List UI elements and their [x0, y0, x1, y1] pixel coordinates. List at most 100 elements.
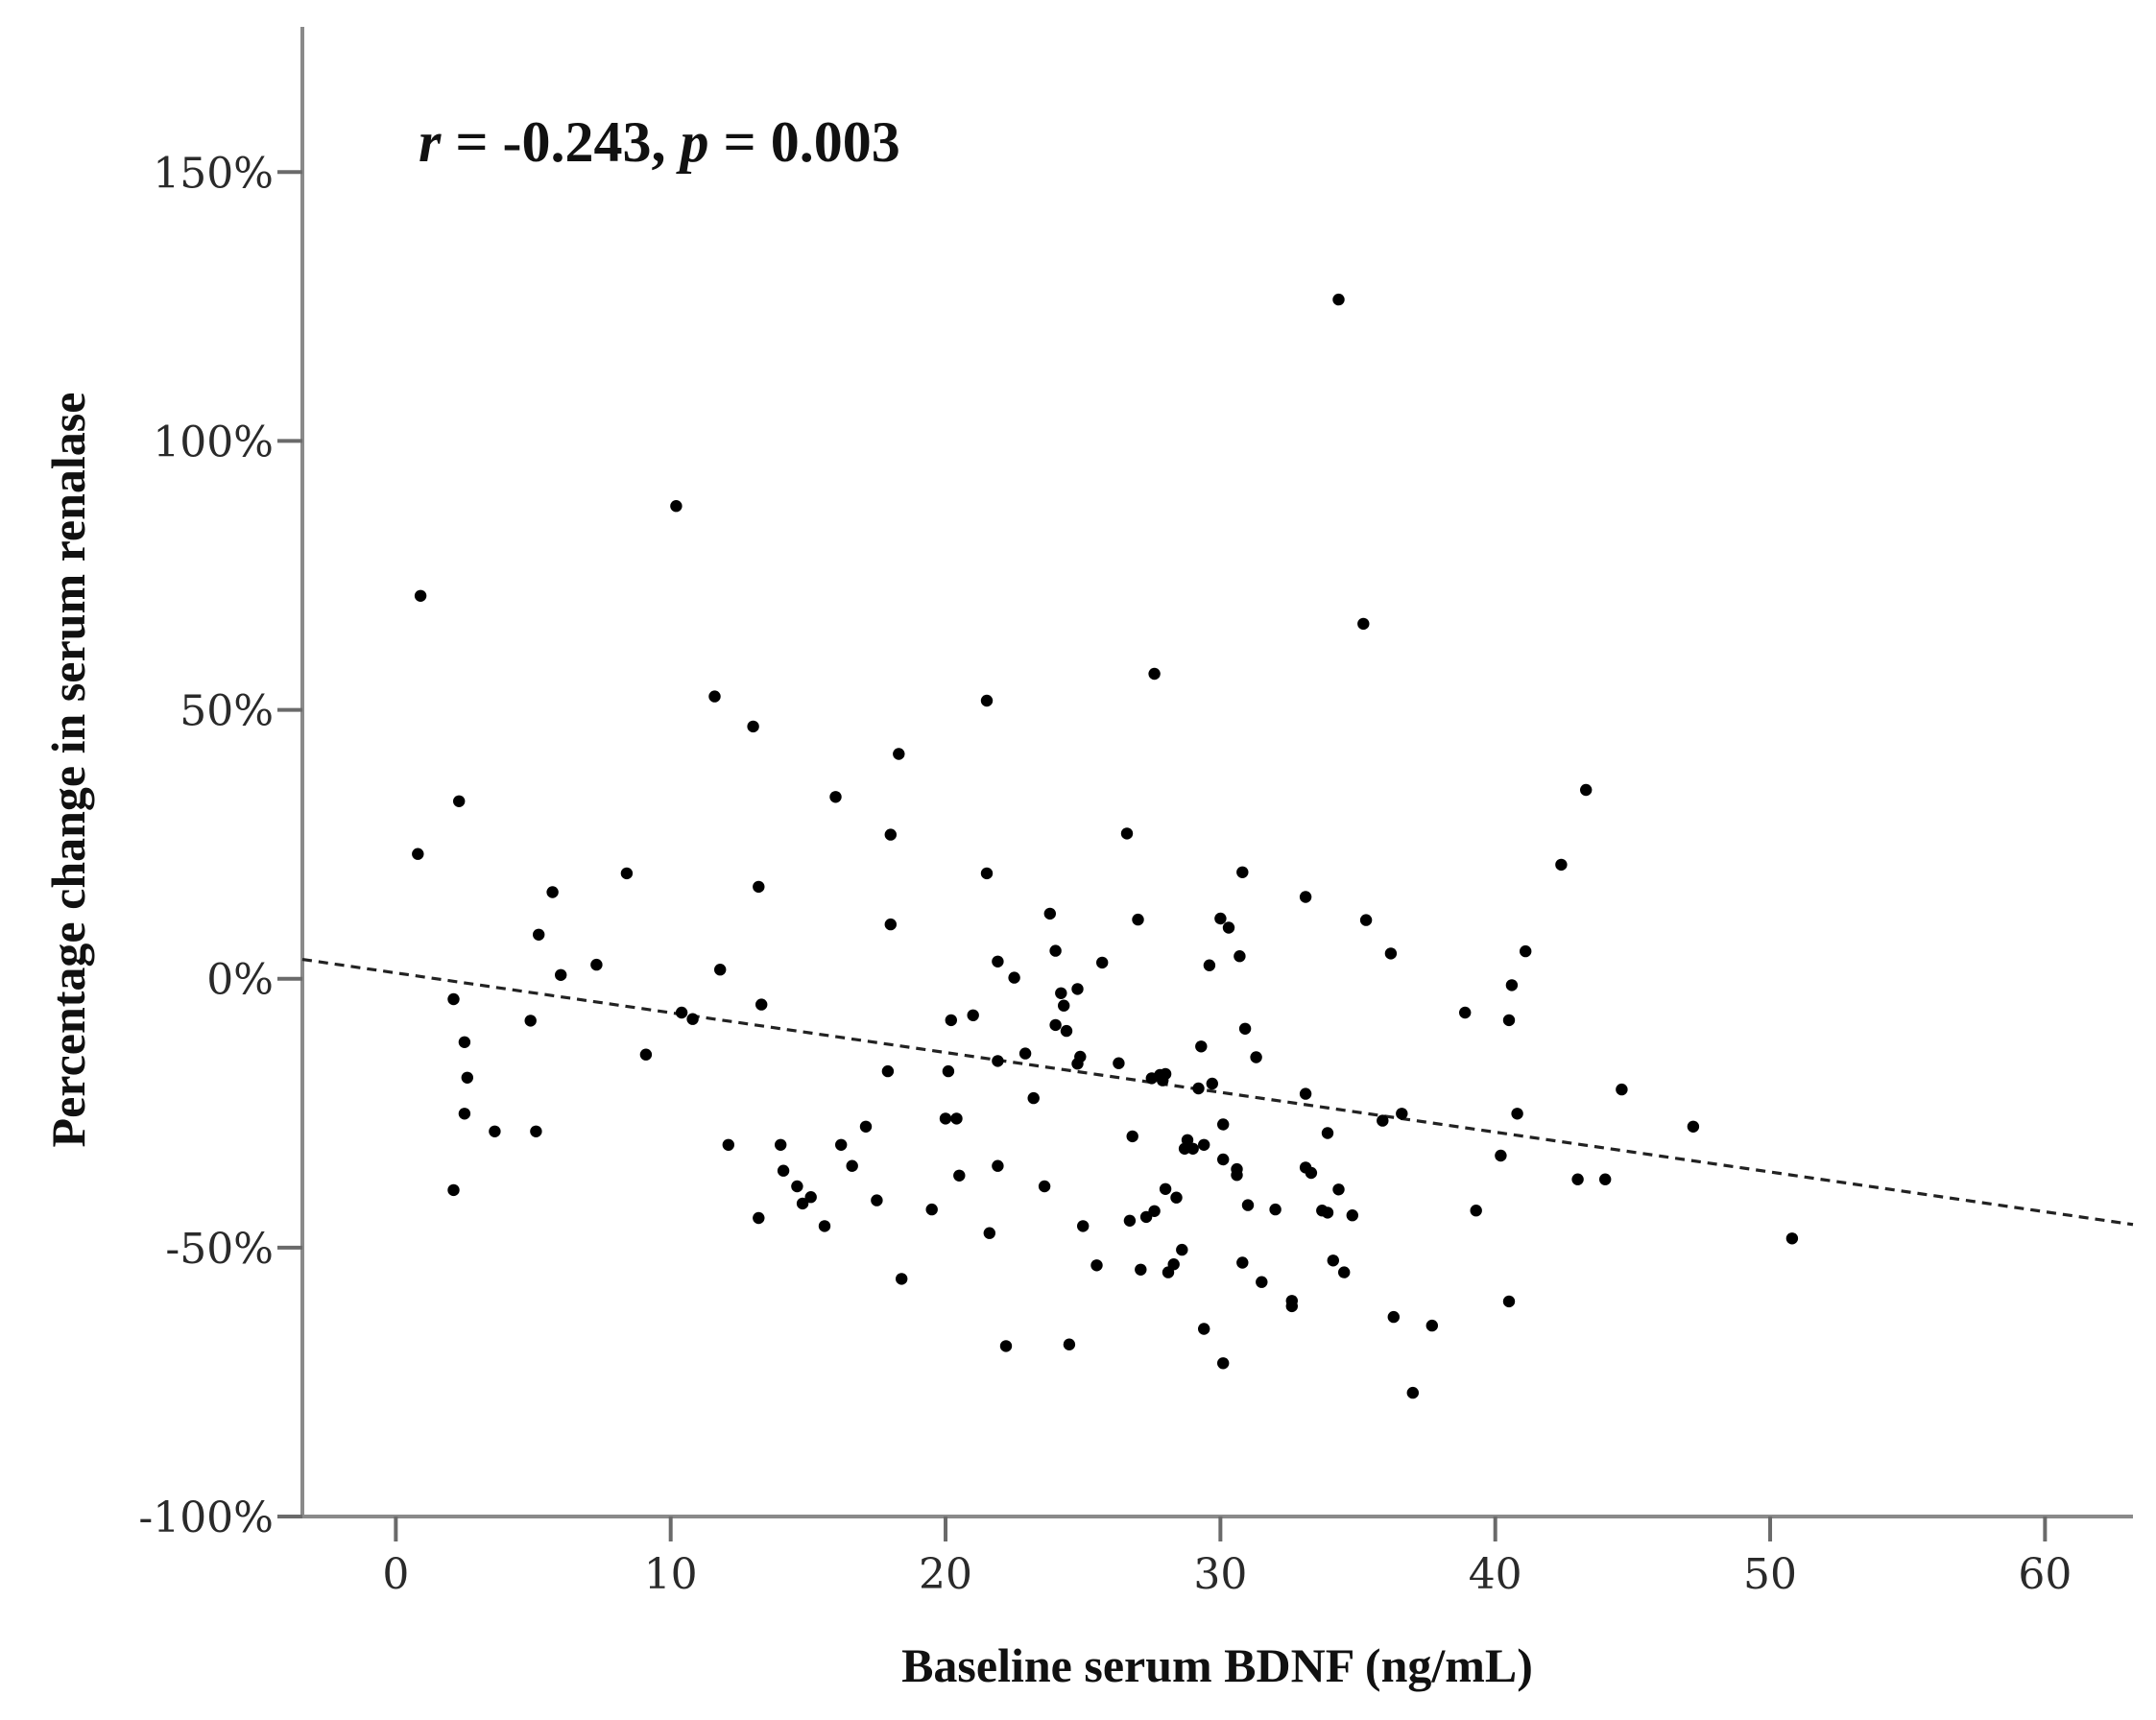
data-point [546, 886, 559, 898]
data-point [999, 1340, 1013, 1352]
data-point [714, 964, 727, 976]
r-value: = -0.243, [441, 110, 680, 174]
data-point [1176, 1243, 1188, 1256]
data-point [953, 1169, 966, 1182]
data-point [1058, 999, 1070, 1012]
x-tick-label: 40 [1469, 1550, 1522, 1599]
data-point [1425, 1319, 1439, 1332]
data-point [1359, 914, 1373, 926]
data-point [829, 791, 842, 803]
data-point [1063, 1338, 1076, 1350]
data-point [1077, 1220, 1090, 1232]
data-point [1167, 1258, 1180, 1271]
data-point [1123, 1214, 1137, 1228]
data-point [1217, 1357, 1230, 1370]
data-point [747, 720, 759, 733]
data-point [893, 748, 905, 760]
data-point [796, 1197, 809, 1210]
data-point [1027, 1091, 1040, 1105]
data-point [1049, 1018, 1062, 1032]
data-point [881, 1064, 895, 1078]
data-point [1616, 1083, 1628, 1096]
data-point [1043, 907, 1057, 920]
data-point [555, 968, 567, 981]
data-point [1299, 891, 1312, 903]
data-point [1502, 1014, 1516, 1027]
data-points [412, 293, 1799, 1399]
data-point [755, 998, 768, 1011]
data-point [1135, 1263, 1147, 1277]
axes [300, 27, 2133, 1518]
data-point [489, 1125, 501, 1138]
data-point [1198, 1138, 1210, 1152]
x-tick-label: 0 [382, 1550, 409, 1599]
data-point [1018, 1047, 1032, 1060]
data-point [1214, 912, 1227, 925]
data-point [1332, 1183, 1345, 1196]
data-point [1159, 1182, 1172, 1196]
data-point [1234, 950, 1246, 963]
data-point [1470, 1205, 1482, 1217]
x-tick-label: 50 [1743, 1550, 1797, 1599]
data-point [1181, 1134, 1194, 1147]
data-point [1321, 1206, 1334, 1219]
y-tick-label: -100% [138, 1493, 274, 1542]
data-point [1049, 944, 1062, 957]
data-point [461, 1071, 473, 1085]
data-point [1555, 858, 1568, 872]
data-point [1159, 1067, 1172, 1081]
data-point [1231, 1169, 1243, 1182]
data-point [533, 928, 545, 941]
y-tick-label: -50% [165, 1225, 274, 1274]
data-point [722, 1138, 734, 1152]
data-point [1038, 1180, 1051, 1193]
data-point [992, 955, 1004, 968]
data-point [980, 867, 994, 880]
data-point [1396, 1108, 1408, 1120]
data-point [1495, 1149, 1507, 1162]
data-point [1126, 1130, 1138, 1143]
x-tick-label: 30 [1193, 1550, 1247, 1599]
r-symbol: r [419, 110, 442, 174]
data-point [1236, 1256, 1249, 1269]
data-point [1520, 944, 1532, 958]
data-point [871, 1194, 883, 1206]
data-point [775, 1138, 787, 1152]
x-axis-title: Baseline serum BDNF (ng/mL) [901, 1638, 1533, 1692]
data-point [835, 1138, 848, 1152]
data-point [458, 1036, 471, 1049]
data-point [1505, 979, 1519, 991]
data-point [804, 1191, 817, 1204]
correlation-annotation: r = -0.243, p = 0.003 [419, 110, 900, 174]
data-point [1074, 1050, 1087, 1063]
data-point [1406, 1386, 1420, 1399]
data-point [1305, 1166, 1318, 1180]
data-point [942, 1064, 955, 1078]
y-tick-label: 50% [180, 687, 274, 736]
data-point [777, 1164, 790, 1177]
data-point [1571, 1173, 1584, 1185]
data-point [1148, 667, 1161, 681]
data-point [896, 1273, 908, 1285]
data-point [458, 1108, 471, 1120]
x-tick-label: 10 [644, 1550, 698, 1599]
data-point [791, 1180, 803, 1193]
data-point [1377, 1114, 1389, 1127]
data-point [447, 1183, 460, 1197]
data-point [1206, 1077, 1219, 1090]
data-point [1332, 293, 1345, 306]
data-point [1511, 1108, 1523, 1120]
y-axis-title: Percentage change in serum renalase [41, 393, 95, 1148]
data-point [1195, 1040, 1208, 1053]
data-point [1236, 866, 1249, 878]
data-point [753, 1211, 765, 1225]
data-point [884, 918, 897, 931]
y-tick-label: 0% [206, 956, 274, 1005]
data-point [1217, 1118, 1230, 1131]
data-point [1090, 1259, 1103, 1272]
data-point [1170, 1191, 1183, 1204]
data-point [967, 1009, 979, 1022]
data-point [1256, 1276, 1268, 1288]
p-value: = 0.003 [709, 110, 900, 174]
data-point [620, 867, 634, 880]
